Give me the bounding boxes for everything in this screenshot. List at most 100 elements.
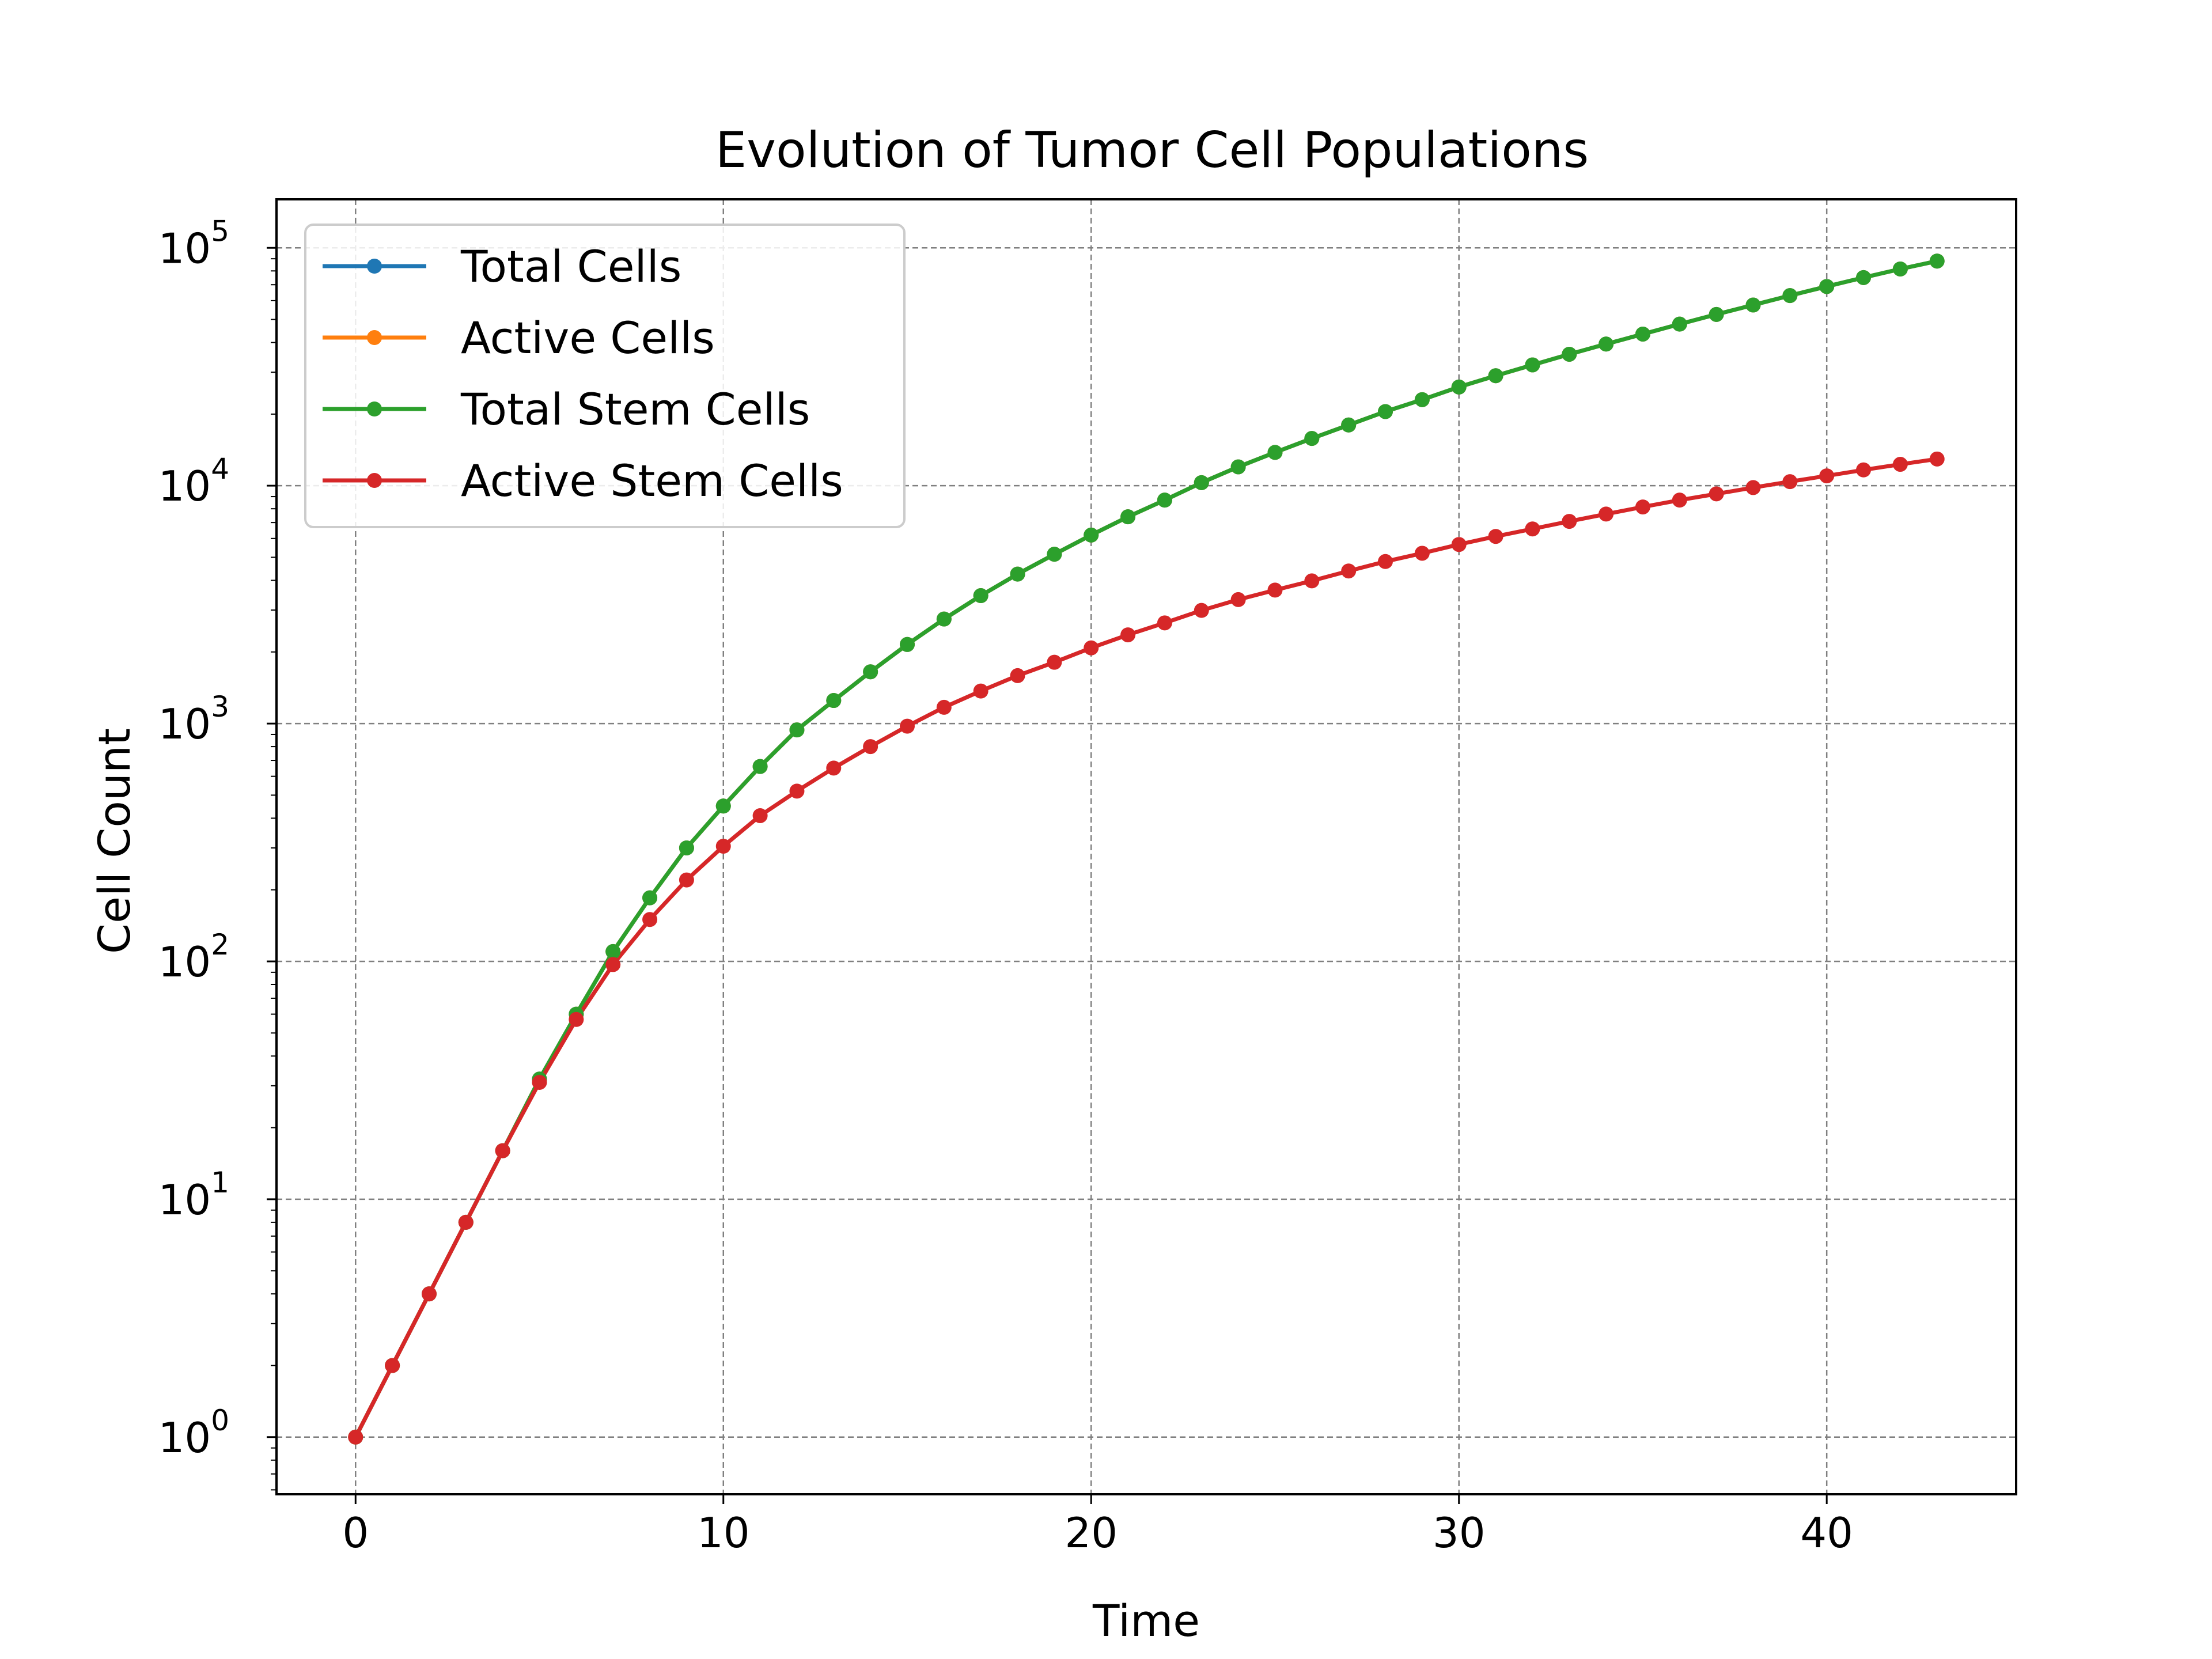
data-point bbox=[1892, 457, 1908, 472]
data-point bbox=[1157, 493, 1172, 508]
data-point bbox=[752, 759, 768, 774]
data-point bbox=[679, 840, 694, 855]
legend-marker bbox=[367, 259, 382, 274]
data-point bbox=[1929, 253, 1945, 269]
data-point bbox=[1892, 261, 1908, 276]
y-tick-base: 10 bbox=[158, 462, 211, 510]
data-point bbox=[715, 798, 731, 814]
y-tick-base: 10 bbox=[158, 700, 211, 748]
data-point bbox=[863, 739, 878, 755]
data-point bbox=[1819, 279, 1835, 294]
data-point bbox=[1084, 640, 1099, 656]
data-point bbox=[1414, 546, 1430, 561]
data-point bbox=[348, 1429, 363, 1445]
data-point bbox=[1745, 297, 1761, 313]
plot-frame bbox=[275, 198, 2017, 1495]
data-point bbox=[1341, 563, 1357, 579]
x-tick-label: 10 bbox=[697, 1509, 750, 1557]
y-tick-label: 101 bbox=[158, 1166, 229, 1224]
y-tick-exponent: 4 bbox=[211, 452, 229, 486]
y-tick-base: 10 bbox=[158, 938, 211, 986]
data-point bbox=[973, 588, 988, 604]
y-tick-exponent: 3 bbox=[211, 690, 229, 724]
data-point bbox=[1120, 509, 1136, 525]
series-markers bbox=[348, 253, 1945, 1445]
data-point bbox=[826, 760, 842, 776]
data-point bbox=[1856, 462, 1872, 478]
legend-marker bbox=[367, 402, 382, 416]
legend-marker bbox=[367, 473, 382, 488]
y-tick-exponent: 0 bbox=[211, 1404, 229, 1437]
legend-label: Total Stem Cells bbox=[460, 384, 810, 435]
data-point bbox=[899, 718, 915, 734]
data-point bbox=[1635, 326, 1650, 342]
data-point bbox=[973, 683, 988, 699]
y-tick-base: 10 bbox=[158, 1176, 211, 1224]
y-axis-label: Cell Count bbox=[89, 728, 140, 954]
data-point bbox=[789, 722, 805, 738]
data-point bbox=[1488, 529, 1503, 544]
data-point bbox=[1709, 306, 1724, 322]
data-point bbox=[1304, 573, 1320, 589]
data-point bbox=[1819, 468, 1835, 484]
data-point bbox=[495, 1143, 510, 1158]
data-point bbox=[1084, 527, 1099, 543]
data-point bbox=[1047, 547, 1062, 562]
data-point bbox=[1672, 316, 1687, 332]
y-tick-label: 102 bbox=[158, 928, 229, 986]
data-point bbox=[679, 872, 694, 888]
data-point bbox=[1635, 499, 1650, 515]
data-point bbox=[1929, 451, 1945, 467]
legend-marker bbox=[367, 330, 382, 345]
data-point bbox=[1488, 368, 1503, 384]
data-point bbox=[1267, 445, 1283, 460]
data-point bbox=[1378, 404, 1393, 419]
data-point bbox=[752, 808, 768, 823]
data-point bbox=[789, 783, 805, 799]
legend-label: Active Stem Cells bbox=[461, 455, 843, 506]
data-point bbox=[1120, 627, 1136, 643]
data-point bbox=[1709, 486, 1724, 502]
data-point bbox=[1378, 554, 1393, 569]
data-point bbox=[936, 611, 952, 627]
x-tick-label: 20 bbox=[1065, 1509, 1118, 1557]
data-point bbox=[1157, 615, 1172, 631]
data-point bbox=[642, 912, 658, 927]
data-point bbox=[1010, 668, 1025, 683]
data-point bbox=[1267, 582, 1283, 598]
x-tick-label: 40 bbox=[1800, 1509, 1853, 1557]
data-point bbox=[1782, 288, 1798, 304]
data-point bbox=[385, 1358, 400, 1373]
data-point bbox=[1341, 417, 1357, 433]
data-point bbox=[863, 664, 878, 680]
data-point bbox=[1451, 537, 1467, 552]
y-tick-exponent: 1 bbox=[211, 1166, 229, 1199]
data-point bbox=[715, 839, 731, 854]
x-axis-label: Time bbox=[1092, 1595, 1200, 1646]
data-point bbox=[642, 890, 658, 906]
y-tick-exponent: 2 bbox=[211, 928, 229, 961]
data-point bbox=[1672, 493, 1687, 508]
series-markers-3 bbox=[348, 451, 1945, 1445]
data-point bbox=[605, 957, 621, 972]
data-point bbox=[1194, 475, 1209, 490]
legend-label: Total Cells bbox=[460, 241, 681, 292]
legend-box bbox=[304, 224, 906, 528]
data-point bbox=[1230, 459, 1246, 475]
data-point bbox=[1599, 506, 1614, 522]
y-tick-label: 105 bbox=[158, 214, 229, 272]
x-tick-label: 0 bbox=[342, 1509, 369, 1557]
data-point bbox=[1304, 431, 1320, 446]
data-point bbox=[1856, 270, 1872, 285]
x-tick-label: 30 bbox=[1433, 1509, 1486, 1557]
y-tick-label: 104 bbox=[158, 452, 229, 510]
data-point bbox=[1599, 336, 1614, 352]
legend-label: Active Cells bbox=[461, 312, 715, 363]
data-point bbox=[936, 699, 952, 715]
y-tick-exponent: 5 bbox=[211, 214, 229, 248]
legend: Total Cells Active Cells Total Stem Cells A… bbox=[304, 224, 906, 528]
data-point bbox=[1194, 603, 1209, 618]
data-point bbox=[1525, 521, 1540, 537]
data-point bbox=[1562, 346, 1577, 362]
